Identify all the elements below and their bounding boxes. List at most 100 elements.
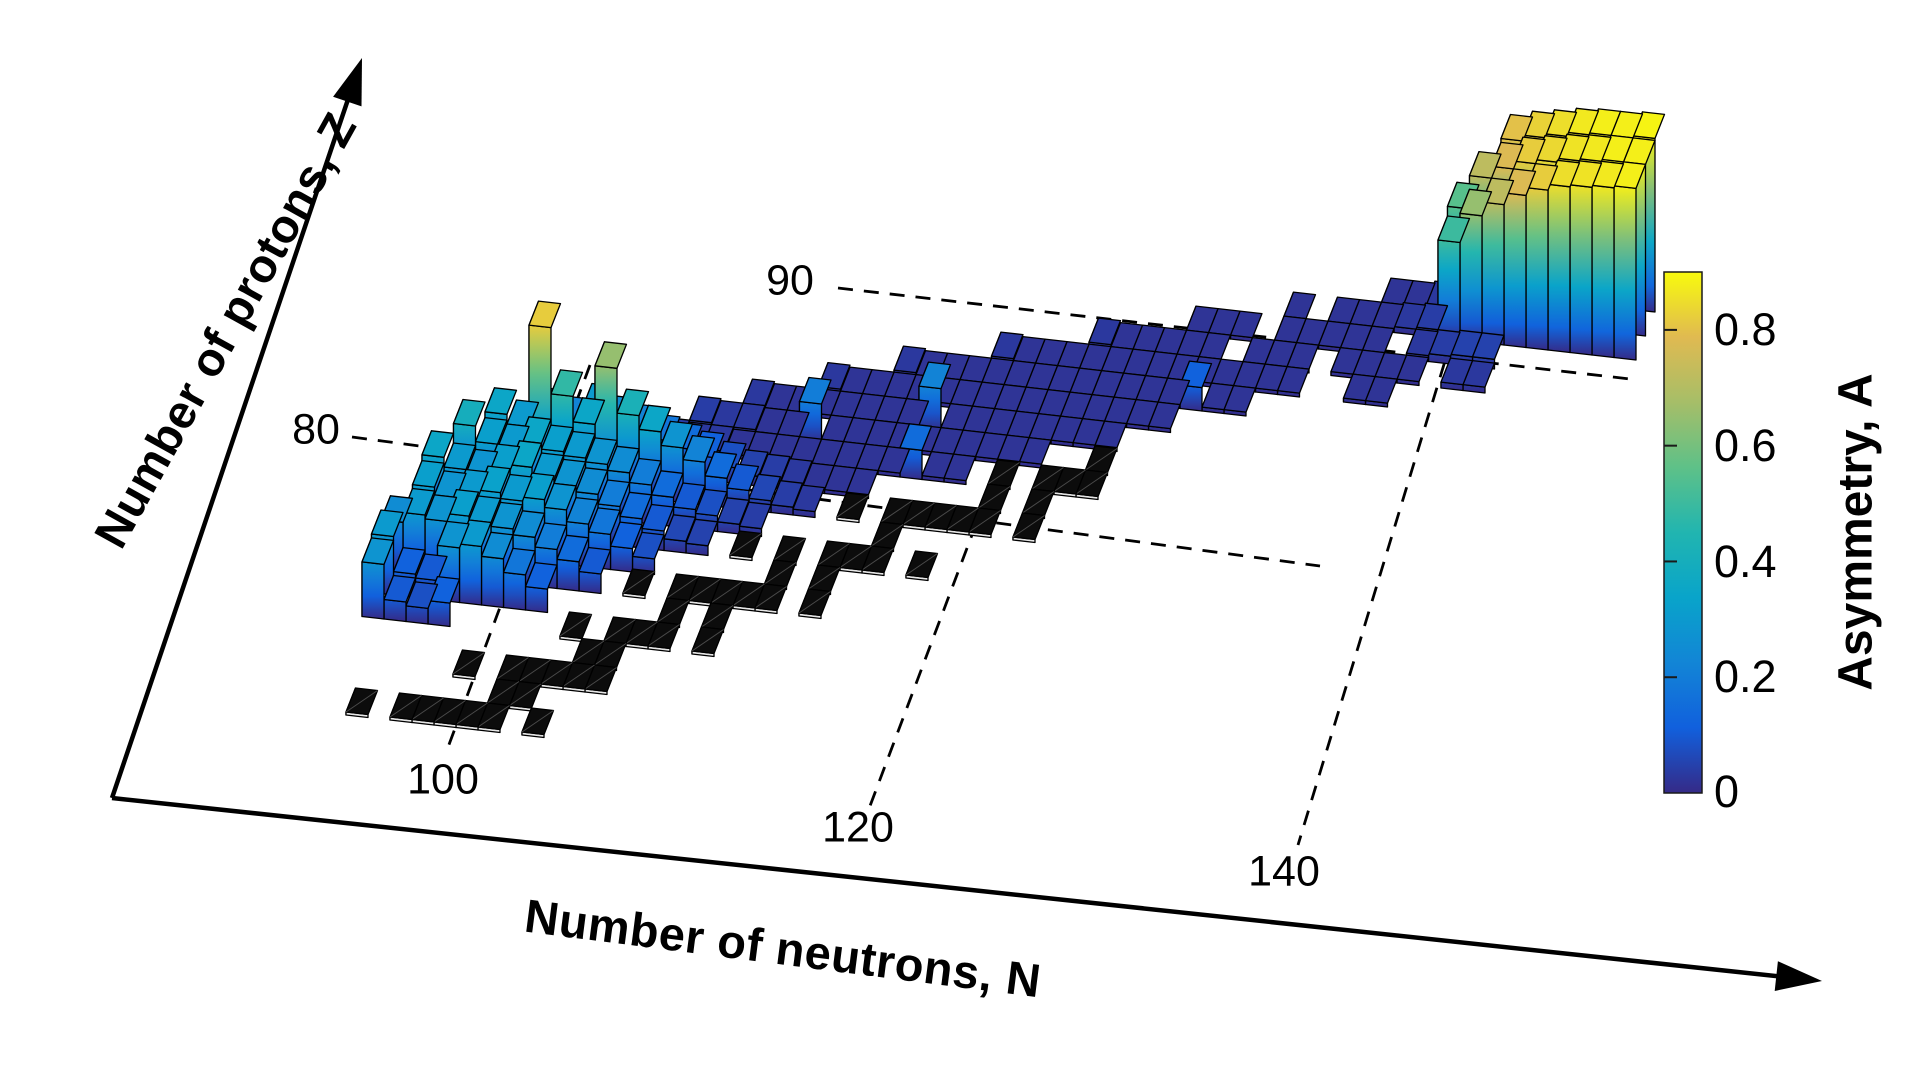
stable-nuclide-tile bbox=[559, 611, 593, 643]
tile-sheen bbox=[603, 619, 636, 642]
tile-sheen bbox=[496, 657, 529, 680]
tile-sheen bbox=[729, 533, 762, 556]
asymmetry-bar bbox=[974, 431, 1008, 464]
asymmetry-bar bbox=[502, 547, 536, 611]
x-tick-100: 100 bbox=[407, 755, 479, 804]
stable-nuclide-tile bbox=[345, 687, 379, 719]
stable-nuclide-tile bbox=[1012, 512, 1046, 544]
tile-sheen bbox=[978, 486, 1011, 509]
tile-sheen bbox=[518, 659, 551, 682]
tile-sheen bbox=[455, 702, 488, 725]
asymmetry-bar bbox=[685, 518, 719, 557]
stable-nuclide-tile bbox=[691, 626, 725, 658]
asymmetry-bar bbox=[1342, 373, 1376, 406]
tile-sheen bbox=[572, 640, 605, 663]
stable-nuclide-tile bbox=[729, 530, 763, 562]
tile-sheen bbox=[487, 681, 520, 704]
asymmetry-bar bbox=[1525, 162, 1559, 351]
asymmetry-bar bbox=[383, 574, 417, 623]
colorbar-label: Asymmetry, A bbox=[1829, 373, 1883, 691]
asymmetry-bar bbox=[940, 402, 974, 435]
tile-sheen bbox=[657, 600, 690, 623]
tile-sheen bbox=[666, 576, 699, 599]
colorbar bbox=[1663, 271, 1703, 794]
tile-sheen bbox=[861, 548, 894, 571]
tile-sheen bbox=[509, 683, 542, 706]
proton-axis-arrow bbox=[109, 58, 362, 799]
asymmetry-bar bbox=[1569, 160, 1603, 356]
asymmetry-bar bbox=[1591, 160, 1625, 359]
asymmetry-bar bbox=[1330, 346, 1364, 379]
tile-sheen bbox=[710, 581, 743, 604]
asymmetry-bar bbox=[1613, 161, 1647, 361]
stable-nuclide-tile bbox=[452, 649, 486, 681]
tile-sheen bbox=[625, 621, 658, 644]
tile-sheen bbox=[924, 505, 957, 528]
tile-sheen bbox=[732, 583, 765, 606]
stable-nuclide-tile bbox=[836, 492, 870, 524]
stable-nuclide-tile bbox=[798, 588, 832, 620]
colorbar-gradient bbox=[1663, 271, 1703, 794]
asymmetry-bar bbox=[1201, 382, 1235, 415]
y-tick-80: 80 bbox=[292, 405, 340, 454]
asymmetry-bar bbox=[1125, 398, 1159, 431]
tile-sheen bbox=[773, 538, 806, 561]
tile-sheen bbox=[562, 664, 595, 687]
colorbar-tick-0.4: 0.4 bbox=[1714, 536, 1777, 587]
tile-sheen bbox=[1031, 467, 1064, 490]
tile-sheen bbox=[764, 562, 797, 585]
x-tick-140: 140 bbox=[1248, 847, 1320, 896]
tile-sheen bbox=[540, 662, 573, 685]
asymmetry-bar bbox=[1440, 357, 1474, 392]
colorbar-tick-0.6: 0.6 bbox=[1714, 420, 1777, 471]
tile-sheen bbox=[817, 543, 850, 566]
tile-sheen bbox=[968, 510, 1001, 533]
tile-sheen bbox=[594, 643, 627, 666]
tile-sheen bbox=[1075, 472, 1108, 495]
gridline bbox=[868, 401, 1024, 807]
gridline bbox=[445, 364, 592, 751]
neutron-axis-arrow bbox=[111, 795, 1822, 991]
tile-sheen bbox=[477, 705, 510, 728]
tile-sheen bbox=[1022, 491, 1055, 514]
tile-sheen bbox=[836, 495, 869, 518]
stable-nuclide-tile bbox=[647, 621, 681, 653]
tile-sheen bbox=[798, 591, 831, 614]
asymmetry-bar bbox=[1405, 328, 1439, 363]
tile-sheen bbox=[871, 524, 904, 547]
tile-sheen bbox=[584, 667, 617, 690]
tile-sheen bbox=[647, 624, 680, 647]
tile-sheen bbox=[1085, 448, 1118, 471]
colorbar-tick-0.8: 0.8 bbox=[1714, 304, 1777, 355]
tile-sheen bbox=[902, 502, 935, 525]
stable-nuclide-tile bbox=[622, 568, 656, 600]
tile-sheen bbox=[1012, 515, 1045, 538]
asymmetry-bar bbox=[480, 531, 514, 609]
tile-sheen bbox=[521, 710, 554, 733]
asymmetry-bar bbox=[524, 561, 558, 614]
asymmetry-bar bbox=[716, 497, 750, 535]
tile-sheen bbox=[701, 605, 734, 628]
tile-sheen bbox=[433, 700, 466, 723]
tile-sheen bbox=[691, 629, 724, 652]
stable-nuclide-tile bbox=[700, 602, 734, 634]
tile-sheen bbox=[808, 567, 841, 590]
tile-sheen bbox=[688, 578, 721, 601]
tile-sheen bbox=[880, 500, 913, 523]
asymmetry-bar bbox=[990, 331, 1024, 366]
colorbar-tick-0: 0 bbox=[1714, 766, 1740, 817]
asymmetry-bar bbox=[405, 581, 439, 625]
stable-nuclide-tile bbox=[905, 550, 939, 582]
asymmetry-bar bbox=[1254, 363, 1288, 396]
tile-sheen bbox=[754, 586, 787, 609]
tile-sheen bbox=[946, 507, 979, 530]
bars-layer bbox=[345, 107, 1666, 739]
tile-sheen bbox=[1053, 469, 1086, 492]
gridline bbox=[1296, 337, 1454, 846]
asymmetry-bar bbox=[823, 464, 857, 497]
asymmetry-bar bbox=[1242, 336, 1276, 369]
tile-sheen bbox=[559, 614, 592, 637]
tile-sheen bbox=[839, 545, 872, 568]
asymmetry-bar bbox=[663, 514, 697, 554]
